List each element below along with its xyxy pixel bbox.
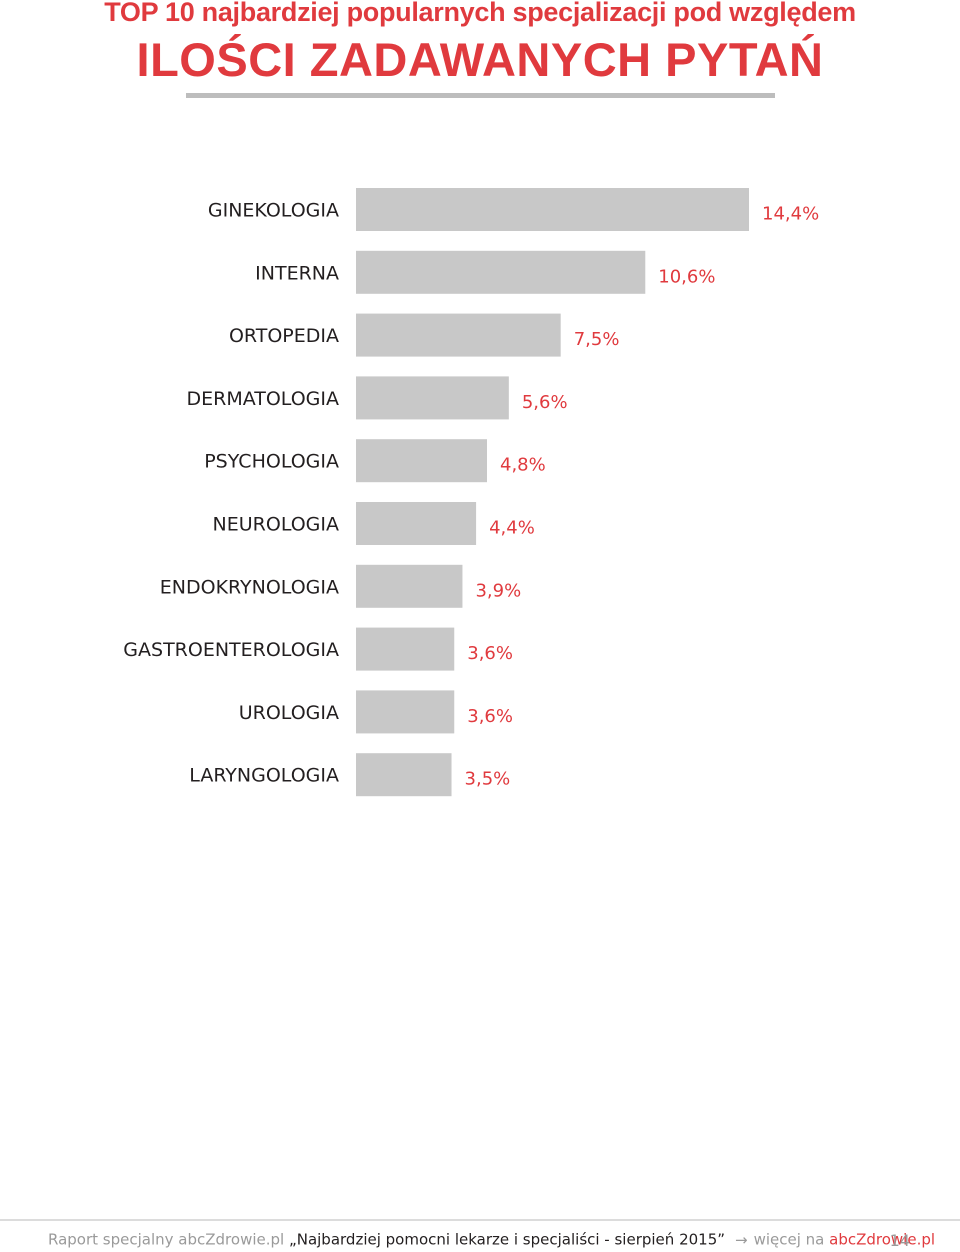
category-label: ORTOPEDIA (229, 325, 339, 347)
category-label: NEUROLOGIA (213, 514, 339, 536)
category-label: INTERNA (255, 262, 339, 284)
category-label: ENDOKRYNOLOGIA (160, 576, 339, 598)
footer-report-title: „Najbardziej pomocni lekarze i specjaliś… (288, 1230, 726, 1249)
bar (356, 188, 749, 231)
bar (356, 502, 477, 545)
footer-more-prefix: więcej na (753, 1230, 830, 1249)
value-label: 3,6% (467, 643, 513, 664)
arrow-right-icon: → (735, 1230, 748, 1249)
category-label: GASTROENTEROLOGIA (123, 639, 339, 661)
value-label: 3,9% (475, 580, 521, 601)
bar-chart: GINEKOLOGIA 14,4% INTERNA 10,6% ORTOPEDIA 7,5… (123, 188, 819, 797)
footer-more-link[interactable]: abcZdrowie.pl (829, 1230, 936, 1249)
bar (356, 753, 452, 797)
bar (356, 250, 646, 294)
footer-divider (0, 1219, 960, 1221)
value-label: 5,6% (522, 392, 568, 413)
category-label: PSYCHOLOGIA (204, 451, 339, 473)
value-label: 10,6% (658, 266, 715, 287)
category-label: UROLOGIA (239, 702, 339, 724)
bar (356, 627, 455, 671)
value-label: 4,4% (489, 518, 535, 539)
bar (356, 376, 509, 420)
category-label: GINEKOLOGIA (208, 200, 339, 222)
value-label: 7,5% (574, 329, 620, 350)
chart-title-line1: TOP 10 najbardziej popularnych specjaliz… (104, 0, 856, 27)
footer: Raport specjalny abcZdrowie.pl „Najbardz… (48, 1230, 935, 1252)
bar (356, 439, 487, 483)
value-label: 4,8% (500, 455, 546, 476)
bar (356, 564, 463, 608)
footer-prefix: Raport specjalny abcZdrowie.pl (48, 1230, 289, 1249)
page-number: 14 (889, 1231, 910, 1250)
title-underline (186, 93, 775, 98)
bar (356, 313, 561, 357)
bar (356, 690, 455, 734)
chart-title-line2: ILOŚCI ZADAWANYCH PYTAŃ (136, 33, 824, 86)
value-label: 3,6% (467, 706, 513, 727)
category-label: LARYNGOLOGIA (189, 765, 339, 787)
value-label: 3,5% (465, 769, 511, 790)
category-label: DERMATOLOGIA (186, 388, 339, 410)
value-label: 14,4% (762, 204, 819, 225)
